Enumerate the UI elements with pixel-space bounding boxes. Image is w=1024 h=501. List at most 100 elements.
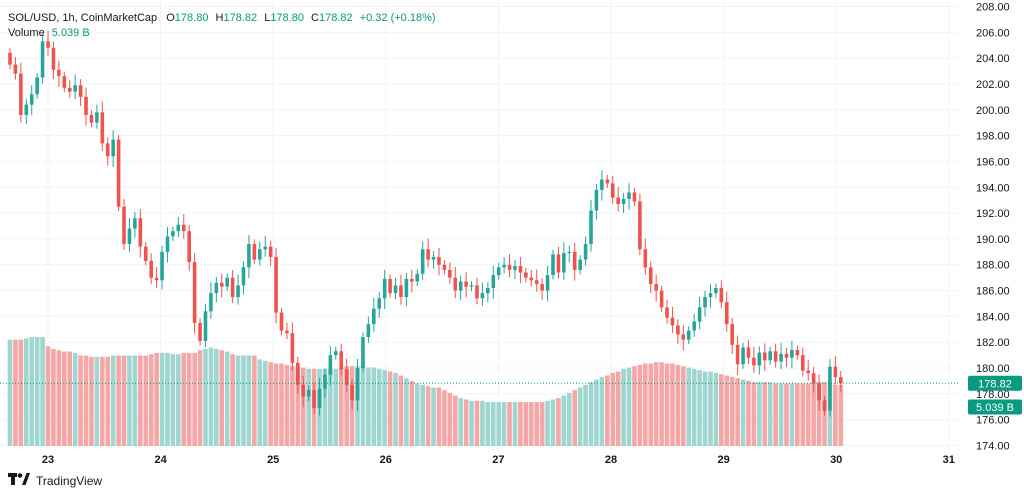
- volume-bar: [414, 383, 420, 446]
- price-tick-label: 194.00: [976, 182, 1010, 194]
- candle-body: [105, 143, 110, 157]
- candle-body: [241, 267, 246, 286]
- volume-bar: [34, 336, 40, 446]
- candle-body: [426, 249, 430, 260]
- volume-bar: [474, 400, 480, 446]
- candle-body: [350, 384, 354, 401]
- price-tick-label: 186.00: [976, 286, 1010, 298]
- candle-body: [724, 302, 729, 325]
- candle-body: [610, 183, 615, 198]
- volume-bar: [458, 398, 463, 446]
- volume-bar: [273, 363, 279, 446]
- volume-bar: [452, 395, 458, 446]
- candle-body: [285, 330, 289, 334]
- volume-bar: [838, 384, 844, 446]
- candle-body: [741, 347, 745, 365]
- volume-bar: [252, 355, 257, 446]
- candle-body: [529, 277, 534, 281]
- candle-body: [790, 349, 794, 358]
- grid: [0, 0, 958, 452]
- candle-body: [480, 293, 485, 299]
- candle-body: [100, 112, 105, 144]
- candle-body: [366, 324, 371, 338]
- volume-bar: [556, 398, 561, 446]
- candle-body: [51, 47, 56, 70]
- volume-bar: [51, 348, 56, 446]
- candle-body: [257, 249, 262, 260]
- volume-bar: [322, 368, 328, 446]
- volume-bar: [577, 387, 583, 446]
- volume-bar: [561, 395, 567, 446]
- volume-bar: [746, 380, 751, 446]
- candle-body: [219, 282, 224, 287]
- candle-body: [589, 210, 593, 245]
- volume-label[interactable]: Volume: [8, 27, 45, 39]
- candle-body: [757, 352, 762, 366]
- volume-bar: [214, 348, 219, 446]
- volume-bar: [610, 372, 616, 446]
- volume-bar: [138, 355, 143, 446]
- candle-body: [95, 112, 99, 123]
- time-tick-label: 30: [830, 454, 842, 466]
- volume-bar: [811, 382, 816, 446]
- volume-bar: [615, 371, 621, 446]
- price-tick-label: 182.00: [976, 337, 1010, 349]
- volume-bar: [480, 400, 485, 446]
- price-axis[interactable]: 174.00 176.00 178.00 180.00 182.00 184.00 186.…: [976, 1, 1010, 452]
- price-tick-label: 174.00: [976, 441, 1010, 453]
- volume-bar: [170, 354, 176, 446]
- candle-body: [795, 349, 800, 356]
- volume-bar: [45, 346, 51, 446]
- volume-bar: [778, 383, 784, 446]
- volume-bar: [805, 383, 811, 446]
- candle-body: [833, 366, 838, 378]
- candle-body: [290, 333, 295, 363]
- candle-body: [681, 334, 686, 340]
- candle-body: [339, 351, 344, 370]
- time-axis[interactable]: 23 24 25 26 27 28 29 30 31: [42, 454, 955, 466]
- price-tick-label: 198.00: [976, 131, 1010, 143]
- volume-bar: [523, 402, 529, 446]
- candle-body: [13, 64, 18, 74]
- candle-body: [198, 322, 202, 341]
- volume-bar: [442, 390, 447, 446]
- candle-body: [263, 246, 268, 250]
- candle-body: [545, 275, 550, 291]
- volume-bar: [176, 354, 181, 446]
- candle-body: [458, 281, 463, 291]
- price-tick-label: 176.00: [976, 415, 1010, 427]
- candle-body: [469, 285, 474, 287]
- candle-body: [295, 362, 300, 385]
- candle-body: [388, 278, 392, 294]
- price-tick-label: 190.00: [976, 234, 1010, 246]
- volume-bar: [431, 387, 436, 446]
- candle-body: [583, 244, 588, 260]
- volume-bar: [518, 402, 523, 446]
- volume-bar: [566, 392, 572, 446]
- volume-bar: [550, 399, 556, 446]
- candle-body: [708, 293, 713, 298]
- volume-bar: [382, 370, 387, 446]
- volume-bar: [78, 355, 83, 446]
- volume-bar: [132, 355, 138, 446]
- volume-bar: [588, 382, 594, 446]
- volume-bar: [127, 355, 132, 446]
- volume-bar: [224, 351, 230, 446]
- volume-bar: [702, 371, 708, 446]
- candle-body: [361, 337, 365, 369]
- time-tick-label: 26: [380, 454, 392, 466]
- price-tick-label: 208.00: [976, 1, 1010, 13]
- volume-bar: [371, 367, 377, 446]
- footer-branding[interactable]: TradingView: [8, 473, 102, 488]
- symbol-title[interactable]: SOL/USD, 1h, CoinMarketCap: [8, 12, 158, 24]
- candle-body: [811, 373, 816, 384]
- candle-body: [730, 324, 734, 345]
- candle-body: [752, 357, 756, 366]
- last-volume-label: 5.039 B: [976, 402, 1014, 414]
- volume-bar: [262, 360, 268, 446]
- volume-bar: [659, 362, 664, 446]
- volume-bar: [148, 354, 154, 446]
- candle-body: [171, 231, 175, 237]
